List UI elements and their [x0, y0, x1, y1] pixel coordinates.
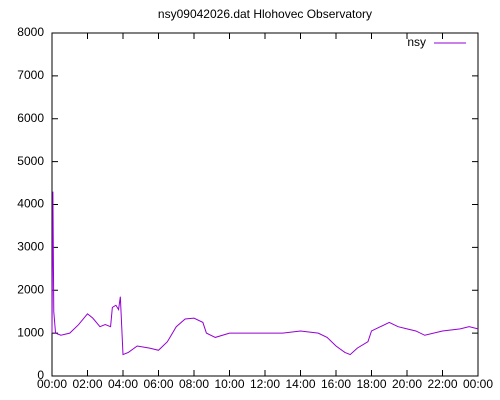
x-tick-label: 10:00 [214, 377, 244, 391]
y-tick-label: 3000 [17, 240, 44, 254]
x-tick-label: 18:00 [356, 377, 386, 391]
x-tick-label: 04:00 [108, 377, 138, 391]
y-tick-label: 2000 [17, 282, 44, 296]
data-line [51, 191, 479, 356]
y-tick-label: 5000 [17, 154, 44, 168]
x-tick-label: 00:00 [37, 377, 67, 391]
x-tick-label: 06:00 [143, 377, 173, 391]
x-tick-label: 14:00 [285, 377, 315, 391]
x-tick-label: 00:00 [463, 377, 493, 391]
x-tick-label: 02:00 [72, 377, 102, 391]
x-tick-label: 08:00 [179, 377, 209, 391]
x-tick-label: 20:00 [392, 377, 422, 391]
plot-frame [51, 32, 479, 377]
y-tick-label: 0 [37, 368, 44, 382]
y-tick-label: 7000 [17, 68, 44, 82]
y-tick-label: 6000 [17, 111, 44, 125]
x-tick-label: 12:00 [250, 377, 280, 391]
chart-title: nsy09042026.dat Hlohovec Observatory [158, 7, 372, 21]
x-tick-label: 22:00 [427, 377, 457, 391]
y-tick-label: 4000 [17, 197, 44, 211]
y-tick-label: 8000 [17, 25, 44, 39]
y-tick-label: 1000 [17, 325, 44, 339]
legend-label: nsy [407, 35, 426, 49]
x-tick-label: 16:00 [321, 377, 351, 391]
